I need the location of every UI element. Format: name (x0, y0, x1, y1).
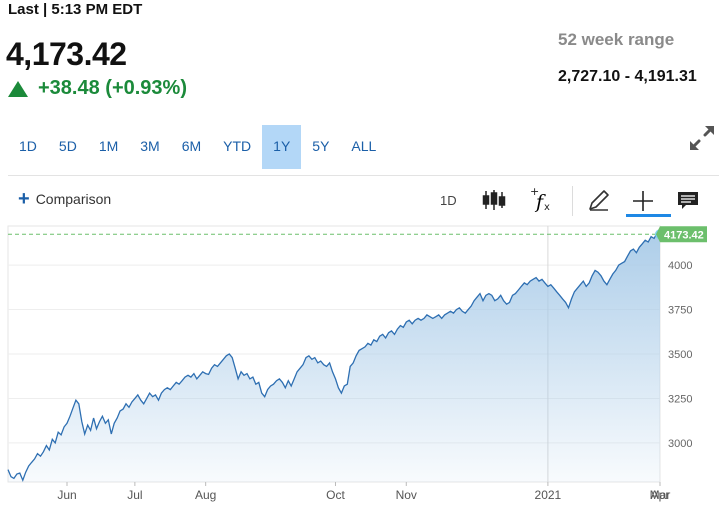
tab-3m[interactable]: 3M (140, 138, 160, 154)
range-title: 52 week range (558, 30, 675, 49)
comparison-label: Comparison (35, 191, 112, 207)
x-tick-label: Aug (195, 488, 216, 502)
y-tick-label: 3500 (668, 349, 692, 361)
comment-icon[interactable] (677, 190, 699, 217)
price-area-fill (8, 233, 660, 482)
tab-5d[interactable]: 5D (58, 138, 77, 154)
crosshair-icon[interactable] (632, 190, 654, 217)
function-icon[interactable]: + f x (529, 185, 555, 219)
toolbar-separator (572, 186, 573, 216)
y-tick-label: 3000 (668, 438, 692, 450)
up-arrow-icon (8, 80, 28, 97)
crosshair-active-indicator (626, 214, 671, 217)
pencil-icon[interactable] (587, 188, 611, 217)
comparison-button[interactable]: + Comparison (18, 188, 112, 210)
tab-6m[interactable]: 6M (181, 138, 202, 154)
y-tick-label: 4000 (668, 260, 692, 272)
price-line (7, 232, 661, 482)
x-tick-label: Oct (326, 488, 345, 502)
x-tick-label: 2021 (535, 488, 562, 502)
tab-all[interactable]: ALL (351, 138, 377, 154)
last-updated-label: Last | 5:13 PM EDT (8, 1, 143, 18)
price-change-text: +38.48 (+0.93%) (38, 77, 187, 99)
x-tick-label: Jul (127, 488, 142, 502)
last-price-badge (656, 226, 707, 243)
last-price-label: 4173.42 (664, 229, 704, 241)
x-tick-label: Apr (651, 488, 670, 502)
candlestick-icon[interactable] (482, 188, 506, 217)
toolbar-divider (8, 175, 719, 176)
tab-1m[interactable]: 1M (98, 138, 119, 154)
current-price: 4,173.42 (6, 36, 127, 72)
x-tick-label: Jun (57, 488, 76, 502)
tab-1d[interactable]: 1D (19, 138, 37, 154)
timeframe-tabs: 1D 5D 1M 3M 6M YTD 1Y 5Y ALL (8, 125, 387, 169)
svg-text:x: x (544, 202, 550, 213)
tab-1y[interactable]: 1Y (262, 125, 302, 169)
tab-ytd[interactable]: YTD (223, 138, 252, 154)
x-tick-label: Mar (650, 488, 671, 502)
price-chart[interactable]: 3000 3250 3500 3750 4000 Jun Jul Aug Oct Nov 2021 M… (0, 224, 727, 511)
interval-selector[interactable]: 1D (440, 193, 457, 208)
svg-text:+: + (530, 186, 539, 198)
svg-text:f: f (534, 191, 546, 213)
expand-icon[interactable] (688, 124, 716, 152)
y-tick-label: 3250 (668, 393, 692, 405)
price-change: +38.48 (+0.93%) (8, 77, 187, 100)
y-tick-label: 3750 (668, 305, 692, 317)
x-tick-label: Nov (396, 488, 417, 502)
tab-5y[interactable]: 5Y (312, 138, 330, 154)
plus-icon: + (18, 188, 30, 210)
range-value: 2,727.10 - 4,191.31 (558, 68, 697, 85)
